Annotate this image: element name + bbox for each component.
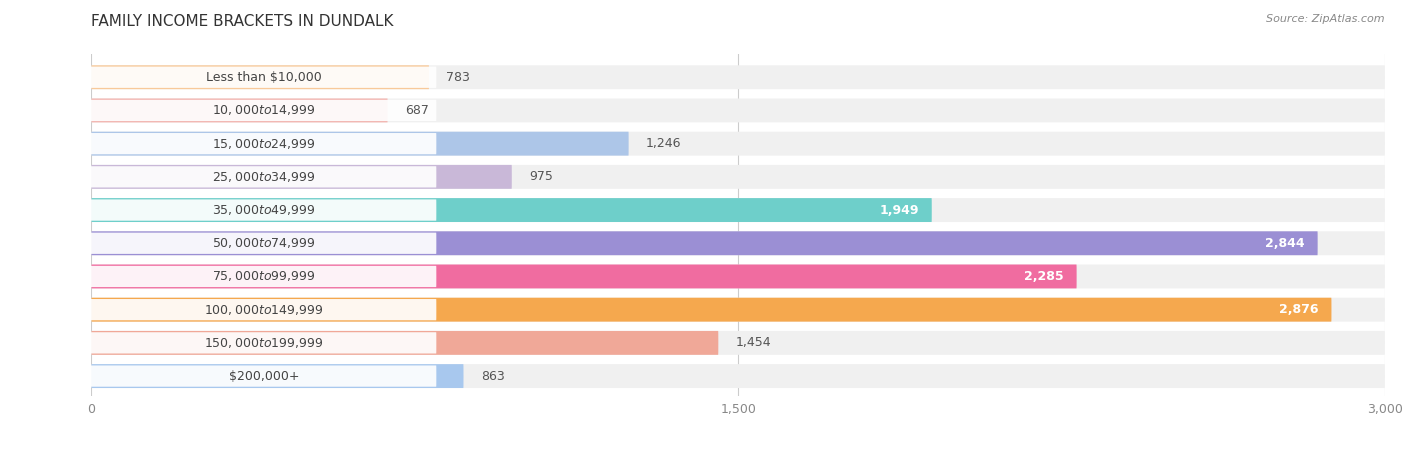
Text: Less than $10,000: Less than $10,000 — [207, 71, 322, 84]
FancyBboxPatch shape — [91, 99, 1385, 122]
Text: FAMILY INCOME BRACKETS IN DUNDALK: FAMILY INCOME BRACKETS IN DUNDALK — [91, 14, 394, 28]
FancyBboxPatch shape — [87, 133, 436, 154]
Text: 2,285: 2,285 — [1024, 270, 1064, 283]
FancyBboxPatch shape — [87, 166, 436, 188]
FancyBboxPatch shape — [87, 266, 436, 287]
FancyBboxPatch shape — [91, 231, 1317, 255]
FancyBboxPatch shape — [87, 199, 436, 220]
Text: Source: ZipAtlas.com: Source: ZipAtlas.com — [1267, 14, 1385, 23]
Text: 687: 687 — [405, 104, 429, 117]
Text: $25,000 to $34,999: $25,000 to $34,999 — [212, 170, 315, 184]
FancyBboxPatch shape — [91, 132, 628, 156]
Text: 2,876: 2,876 — [1279, 303, 1319, 316]
Text: 975: 975 — [529, 171, 553, 183]
FancyBboxPatch shape — [91, 298, 1331, 322]
FancyBboxPatch shape — [91, 99, 388, 122]
FancyBboxPatch shape — [91, 265, 1385, 288]
FancyBboxPatch shape — [91, 165, 512, 189]
FancyBboxPatch shape — [87, 100, 436, 121]
FancyBboxPatch shape — [87, 365, 436, 387]
FancyBboxPatch shape — [87, 67, 436, 88]
FancyBboxPatch shape — [87, 332, 436, 354]
Text: $15,000 to $24,999: $15,000 to $24,999 — [212, 137, 315, 151]
FancyBboxPatch shape — [91, 331, 1385, 355]
FancyBboxPatch shape — [91, 331, 718, 355]
Text: $35,000 to $49,999: $35,000 to $49,999 — [212, 203, 315, 217]
Text: $10,000 to $14,999: $10,000 to $14,999 — [212, 104, 315, 117]
FancyBboxPatch shape — [91, 364, 464, 388]
Text: $50,000 to $74,999: $50,000 to $74,999 — [212, 236, 315, 250]
Text: 783: 783 — [446, 71, 470, 84]
FancyBboxPatch shape — [91, 298, 1385, 322]
FancyBboxPatch shape — [91, 65, 429, 89]
Text: 1,949: 1,949 — [879, 203, 918, 216]
Text: 863: 863 — [481, 369, 505, 382]
Text: 2,844: 2,844 — [1265, 237, 1305, 250]
Text: $75,000 to $99,999: $75,000 to $99,999 — [212, 270, 315, 284]
FancyBboxPatch shape — [91, 132, 1385, 156]
Text: 1,246: 1,246 — [645, 137, 682, 150]
FancyBboxPatch shape — [87, 299, 436, 320]
Text: 1,454: 1,454 — [735, 336, 770, 349]
FancyBboxPatch shape — [87, 233, 436, 254]
FancyBboxPatch shape — [91, 198, 932, 222]
FancyBboxPatch shape — [91, 165, 1385, 189]
FancyBboxPatch shape — [91, 364, 1385, 388]
FancyBboxPatch shape — [91, 231, 1385, 255]
Text: $200,000+: $200,000+ — [229, 369, 299, 382]
FancyBboxPatch shape — [91, 198, 1385, 222]
Text: $100,000 to $149,999: $100,000 to $149,999 — [204, 303, 323, 317]
FancyBboxPatch shape — [91, 265, 1077, 288]
FancyBboxPatch shape — [91, 65, 1385, 89]
Text: $150,000 to $199,999: $150,000 to $199,999 — [204, 336, 323, 350]
